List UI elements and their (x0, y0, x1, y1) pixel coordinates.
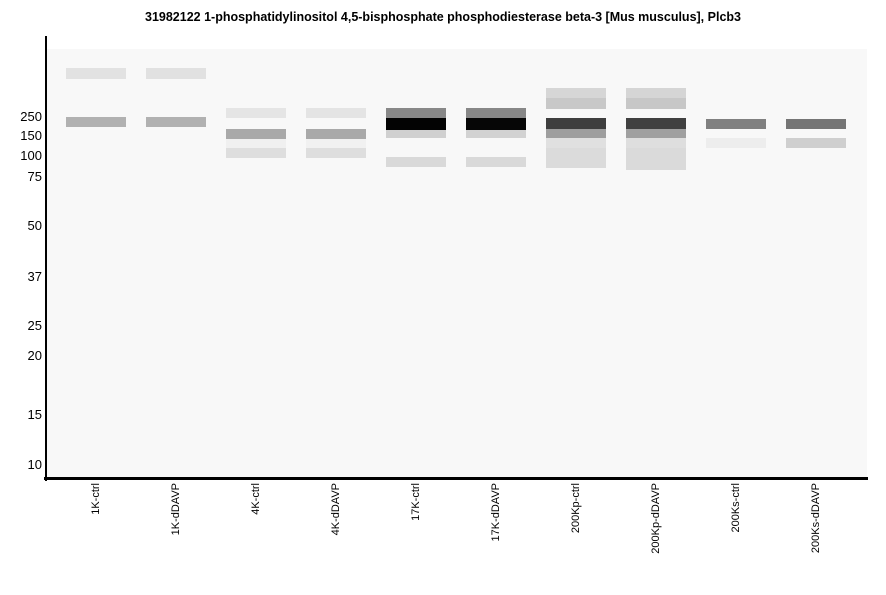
gel-band (466, 108, 526, 118)
gel-band (306, 148, 366, 158)
gel-band (466, 118, 526, 130)
gel-band (146, 117, 206, 127)
gel-band (626, 138, 686, 148)
gel-band (786, 119, 846, 129)
gel-band (386, 130, 446, 138)
lane-label-17K-dDAVP: 17K-dDAVP (490, 483, 502, 542)
y-tick-label-50: 50 (27, 218, 42, 233)
gel-band (786, 138, 846, 148)
chart-title: 31982122 1-phosphatidylinositol 4,5-bisp… (145, 10, 741, 24)
gel-band (546, 138, 606, 148)
gel-band (626, 129, 686, 138)
x-axis-line (44, 477, 868, 480)
gel-band (626, 98, 686, 109)
lane-label-17K-ctrl: 17K-ctrl (410, 483, 422, 521)
lane-label-200Kp-ctrl: 200Kp-ctrl (570, 483, 582, 534)
lane-label-200Ks-dDAVP: 200Ks-dDAVP (810, 483, 822, 554)
y-tick-label-20: 20 (27, 348, 42, 363)
lane-label-1K-ctrl: 1K-ctrl (90, 483, 102, 515)
plot-background (47, 49, 867, 477)
gel-band (146, 68, 206, 79)
gel-band (626, 118, 686, 129)
lane-label-1K-dDAVP: 1K-dDAVP (170, 483, 182, 536)
gel-band (66, 117, 126, 127)
y-tick-label-150: 150 (20, 128, 42, 143)
y-tick-label-25: 25 (27, 318, 42, 333)
gel-band (546, 98, 606, 109)
gel-band (466, 157, 526, 167)
gel-band (66, 68, 126, 79)
gel-band (706, 119, 766, 129)
gel-band (706, 138, 766, 148)
y-tick-label-75: 75 (27, 169, 42, 184)
gel-band (386, 108, 446, 118)
gel-band (226, 139, 286, 148)
gel-band (306, 129, 366, 139)
y-tick-label-100: 100 (20, 148, 42, 163)
y-tick-label-10: 10 (27, 457, 42, 472)
lane-label-200Ks-ctrl: 200Ks-ctrl (730, 483, 742, 533)
gel-band (226, 108, 286, 118)
y-axis-line (45, 36, 47, 481)
gel-band (306, 139, 366, 148)
gel-band (546, 129, 606, 138)
gel-band (386, 118, 446, 130)
lane-label-200Kp-dDAVP: 200Kp-dDAVP (650, 483, 662, 554)
gel-band (466, 130, 526, 138)
lane-label-4K-ctrl: 4K-ctrl (250, 483, 262, 515)
gel-band (226, 129, 286, 139)
gel-band (226, 148, 286, 158)
gel-band (546, 148, 606, 168)
gel-band (546, 118, 606, 129)
gel-band (306, 108, 366, 118)
gel-band (386, 157, 446, 167)
gel-band (626, 88, 686, 98)
y-tick-label-37: 37 (27, 269, 42, 284)
gel-band (546, 88, 606, 98)
y-tick-label-15: 15 (27, 407, 42, 422)
lane-label-4K-dDAVP: 4K-dDAVP (330, 483, 342, 536)
gel-band (626, 148, 686, 170)
y-tick-label-250: 250 (20, 109, 42, 124)
